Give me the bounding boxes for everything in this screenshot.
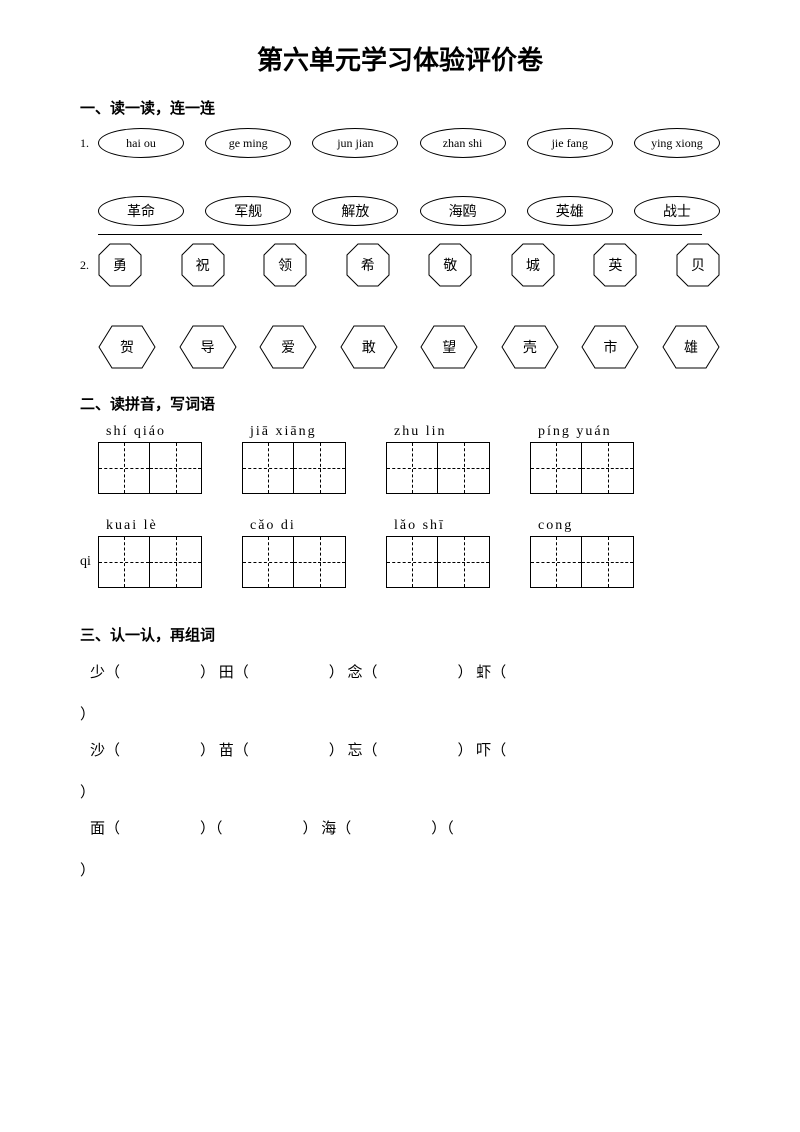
pinyin-label: kuai lè (106, 518, 202, 534)
tianzige-box (242, 442, 294, 494)
pinyin-group: zhu lin (386, 424, 490, 494)
hanzi-ellipse: 革命 (98, 196, 184, 226)
hanzi-ellipse: 海鸥 (420, 196, 506, 226)
pinyin-ellipse-row: hai ou ge ming jun jian zhan shi jie fan… (98, 128, 720, 158)
hexagon-shape: 导 (179, 325, 237, 369)
hanzi-ellipse: 战士 (634, 196, 720, 226)
octagon-shape: 祝 (181, 243, 225, 287)
hexagon-shape: 雄 (662, 325, 720, 369)
pinyin-group: shí qiáo (98, 424, 202, 494)
page-title: 第六单元学习体验评价卷 (80, 40, 720, 77)
hexagon-shape: 敢 (340, 325, 398, 369)
tianzige-box (294, 442, 346, 494)
pinyin-ellipse: hai ou (98, 128, 184, 158)
octagon-shape: 敬 (428, 243, 472, 287)
section3-body: 少（） 田（） 念（） 虾（ ） 沙（） 苗（） 忘（） 吓（ ） 面（）（） … (90, 655, 720, 889)
tianzige-box (438, 536, 490, 588)
tianzige-box (242, 536, 294, 588)
octagon-shape: 勇 (98, 243, 142, 287)
section3-heading: 三、认一认，再组词 (80, 624, 720, 645)
tianzige-box (386, 442, 438, 494)
divider-line (98, 234, 702, 235)
pinyin-ellipse: zhan shi (420, 128, 506, 158)
tianzige-box (530, 536, 582, 588)
tianzige-box (530, 442, 582, 494)
q1-hanzi-row: 革命 军舰 解放 海鸥 英雄 战士 (80, 196, 720, 226)
tianzige-box (294, 536, 346, 588)
pinyin-label: píng yuán (538, 424, 634, 440)
section3-line: 面（）（） 海（）（ (90, 811, 720, 847)
section1-heading: 一、读一读，连一连 (80, 97, 720, 118)
tianzige-box (150, 536, 202, 588)
tianzige-box (582, 536, 634, 588)
pinyin-group: jiā xiāng (242, 424, 346, 494)
hexagon-shape: 市 (581, 325, 639, 369)
q2-hexagon-row: 贺 导 爱 敢 望 壳 市 雄 (80, 325, 720, 369)
hanzi-ellipse: 英雄 (527, 196, 613, 226)
hexagon-shape: 贺 (98, 325, 156, 369)
pinyin-group: píng yuán (530, 424, 634, 494)
pinyin-row-1: shí qiáo jiā xiāng zhu lin píng yuán (98, 424, 720, 494)
pinyin-group: kuai lè (98, 518, 202, 588)
section2-heading: 二、读拼音，写词语 (80, 393, 720, 414)
pinyin-label: zhu lin (394, 424, 490, 440)
octagon-shape: 希 (346, 243, 390, 287)
pinyin-stray: qi (80, 554, 91, 570)
octagon-shape: 领 (263, 243, 307, 287)
pinyin-label: lǎo shī (394, 518, 490, 534)
pinyin-ellipse: jie fang (527, 128, 613, 158)
pinyin-label: jiā xiāng (250, 424, 346, 440)
tianzige-box (438, 442, 490, 494)
q2-octagon-row: 2. 勇 祝 领 希 敬 城 英 贝 (80, 243, 720, 287)
tianzige-box (98, 442, 150, 494)
pinyin-group: cǎo di (242, 518, 346, 588)
pinyin-label: cǎo di (250, 518, 346, 534)
q2-number: 2. (80, 258, 98, 273)
tianzige-box (582, 442, 634, 494)
closing-paren: ） (80, 697, 720, 733)
hanzi-ellipse: 军舰 (205, 196, 291, 226)
q1-number: 1. (80, 136, 98, 151)
hanzi-ellipse-row: 革命 军舰 解放 海鸥 英雄 战士 (98, 196, 720, 226)
hanzi-ellipse: 解放 (312, 196, 398, 226)
octagon-shape: 英 (593, 243, 637, 287)
pinyin-row-2: kuai lè cǎo di lǎo shī cong qi (98, 518, 720, 588)
pinyin-label: shí qiáo (106, 424, 202, 440)
hexagon-shape: 爱 (259, 325, 317, 369)
closing-paren: ） (80, 775, 720, 811)
hexagon-shape: 壳 (501, 325, 559, 369)
pinyin-group: lǎo shī (386, 518, 490, 588)
closing-paren: ） (80, 853, 720, 889)
octagon-shape: 城 (511, 243, 555, 287)
pinyin-group: cong (530, 518, 634, 588)
tianzige-box (98, 536, 150, 588)
tianzige-box (150, 442, 202, 494)
pinyin-label: cong (538, 518, 634, 534)
octagon-shape: 贝 (676, 243, 720, 287)
hexagon-shape: 望 (420, 325, 478, 369)
section3-line: 少（） 田（） 念（） 虾（ (90, 655, 720, 691)
pinyin-ellipse: jun jian (312, 128, 398, 158)
q1-pinyin-row: 1. hai ou ge ming jun jian zhan shi jie … (80, 128, 720, 158)
tianzige-box (386, 536, 438, 588)
section3-line: 沙（） 苗（） 忘（） 吓（ (90, 733, 720, 769)
pinyin-ellipse: ge ming (205, 128, 291, 158)
pinyin-ellipse: ying xiong (634, 128, 720, 158)
